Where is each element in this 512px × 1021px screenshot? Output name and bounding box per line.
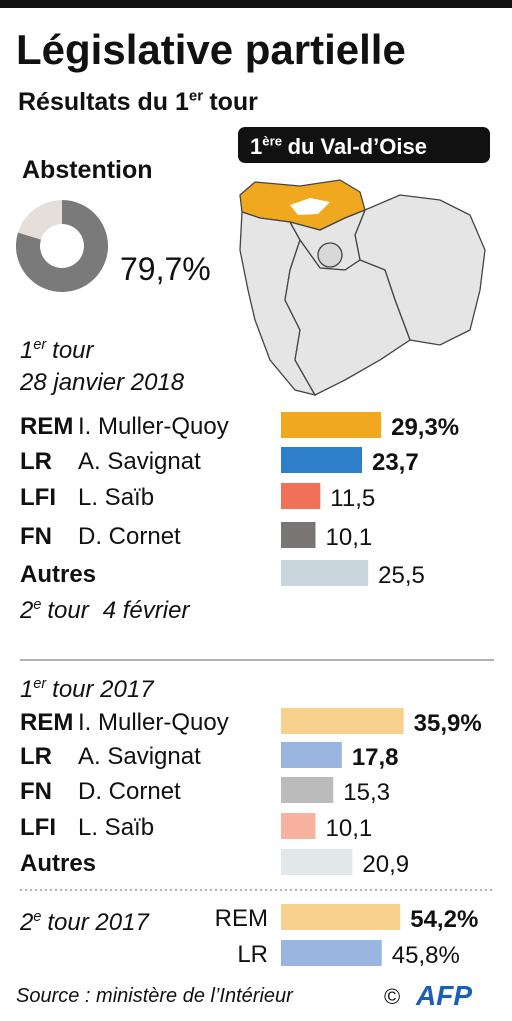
candidate-label: L. Saïb [78,484,154,511]
bar [281,777,334,803]
region-label: 1ère du Val-d’Oise [250,134,427,159]
section-heading-main: 2 [19,909,33,936]
bar [281,560,369,586]
candidate-label: A. Savignat [78,743,201,770]
value-label: 11,5 [330,485,375,512]
round-note-sup: e [33,597,41,613]
region-label-sup: ère [262,134,282,149]
value-label: 54,2% [410,906,478,933]
subtitle-sup: er [189,88,203,105]
logo: AFP [415,980,472,1011]
party-label: FN [20,523,52,550]
value-label: 45,8% [392,942,460,969]
value-label: 15,3 [343,779,390,806]
candidate-label: A. Savignat [78,448,201,475]
section-heading: 2e tour 2017 [19,909,150,936]
bar [281,940,382,966]
map [239,179,486,397]
party-label: LR [20,743,52,770]
top-bar [0,0,512,8]
candidate-label: I. Muller-Quoy [78,709,229,736]
subtitle-rest: tour [209,88,258,116]
section-heading-sup: er [33,676,47,692]
party-label: REM [215,905,268,932]
round-date: 4 février [103,597,191,624]
section-heading-rest: tour 2017 [52,676,155,703]
section-heading: 1er tour [20,337,95,364]
value-label: 10,1 [326,524,373,551]
bar [281,813,316,839]
round-note-rest: tour [47,597,89,624]
value-label: 17,8 [352,744,399,771]
bar [281,742,342,768]
value-label: 10,1 [326,815,373,842]
section-subtitle: 28 janvier 2018 [19,369,185,396]
value-label: 25,5 [378,562,425,589]
section-heading-rest: tour [52,337,94,364]
region-badge [238,127,490,163]
bar [281,522,316,548]
party-label: LR [20,448,52,475]
bar [281,849,353,875]
subtitle: Résultats du 1er tour [18,88,258,117]
party-label: LFI [20,484,56,511]
region-label-main: 1 [250,134,262,159]
section-heading: 1er tour 2017 [20,676,155,703]
value-label: 35,9% [414,710,482,737]
section-heading-sup: e [33,909,41,925]
candidate-label: D. Cornet [78,523,181,550]
pie-value-label: 79,7% [120,251,211,287]
source: Source : ministère de l’Intérieur [16,985,294,1007]
candidate-label: D. Cornet [78,778,181,805]
section-heading-main: 1 [20,337,33,364]
value-label: 29,3% [391,414,459,441]
party-label: REM [20,709,73,736]
party-label: FN [20,778,52,805]
bar [281,447,362,473]
candidate-label: L. Saïb [78,814,154,841]
party-label: Autres [20,561,96,588]
region-label-rest: du Val-d’Oise [288,134,427,159]
bar [281,412,382,438]
subtitle-main: Résultats du 1 [18,88,189,116]
pie-slice [15,200,108,292]
party-label: REM [20,413,73,440]
title: Législative partielle [16,26,406,73]
value-label: 23,7 [372,449,419,476]
bar [281,708,404,734]
party-label: Autres [20,850,96,877]
bar [281,483,321,509]
value-label: 20,9 [362,851,409,878]
section-heading-rest: tour 2017 [47,909,150,936]
party-label: LR [237,941,268,968]
party-label: LFI [20,814,56,841]
copyright: © [384,984,400,1009]
section-heading-main: 1 [20,676,33,703]
candidate-label: I. Muller-Quoy [78,413,229,440]
bar [281,904,401,930]
pie-title: Abstention [22,156,153,184]
round-note-main: 2 [19,597,33,624]
section-heading-sup: er [33,337,47,353]
round-note: 2e tour 4 février [19,597,190,624]
